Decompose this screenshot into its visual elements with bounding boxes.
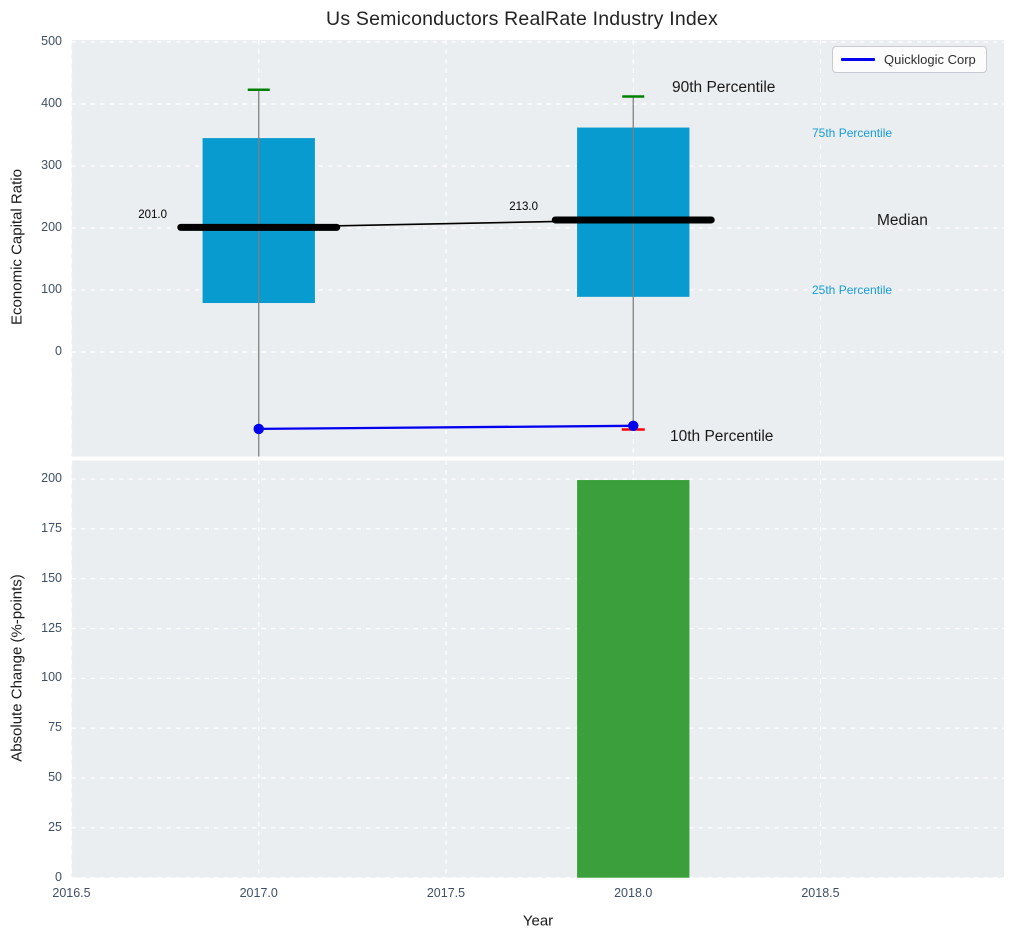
xtick-2017.5: 2017.5 xyxy=(426,886,466,900)
legend: Quicklogic Corp xyxy=(832,46,987,73)
median-value-label-2018: 213.0 xyxy=(509,201,538,213)
ytick-top-500: 500 xyxy=(41,33,62,48)
xtick-2016.5: 2016.5 xyxy=(52,886,91,900)
ytick-bottom-0: 0 xyxy=(55,869,62,884)
annotation-25th-percentile: 25th Percentile xyxy=(812,283,893,297)
y-axis-label-top: Economic Capital Ratio xyxy=(8,169,26,325)
ytick-bottom-25: 25 xyxy=(48,819,62,834)
ytick-bottom-150: 150 xyxy=(41,570,62,585)
company-marker-2017 xyxy=(253,423,264,435)
ytick-bottom-50: 50 xyxy=(48,770,62,785)
ytick-top-100: 100 xyxy=(41,282,62,296)
ytick-bottom-175: 175 xyxy=(41,520,62,535)
ytick-bottom-200: 200 xyxy=(41,471,62,486)
chart-title: Us Semiconductors RealRate Industry Inde… xyxy=(326,8,718,30)
xtick-2018.0: 2018.0 xyxy=(614,886,653,900)
ytick-bottom-100: 100 xyxy=(41,670,62,685)
company-line xyxy=(258,424,634,431)
xtick-2018.5: 2018.5 xyxy=(801,886,840,900)
company-marker-2018 xyxy=(628,420,639,432)
bar-2018-absolute-change xyxy=(577,480,690,878)
annotation-75th-percentile: 75th Percentile xyxy=(812,126,893,140)
legend-line-sample xyxy=(841,58,875,61)
ytick-top-400: 400 xyxy=(41,95,62,110)
annotation-90th-percentile: 90th Percentile xyxy=(672,79,776,96)
xtick-2017.0: 2017.0 xyxy=(239,886,278,900)
ytick-bottom-75: 75 xyxy=(48,720,62,735)
ytick-top-0: 0 xyxy=(55,344,62,359)
legend-label: Quicklogic Corp xyxy=(884,52,976,67)
bottom-plot-area xyxy=(71,460,1004,878)
median-value-label-2017: 201.0 xyxy=(138,209,167,221)
ytick-top-300: 300 xyxy=(41,157,62,172)
annotation-10th-percentile: 10th Percentile xyxy=(670,428,774,445)
ytick-top-200: 200 xyxy=(41,220,62,234)
ytick-bottom-125: 125 xyxy=(41,620,62,635)
annotation-median: Median xyxy=(877,212,928,229)
x-axis-label: Year xyxy=(522,912,554,930)
